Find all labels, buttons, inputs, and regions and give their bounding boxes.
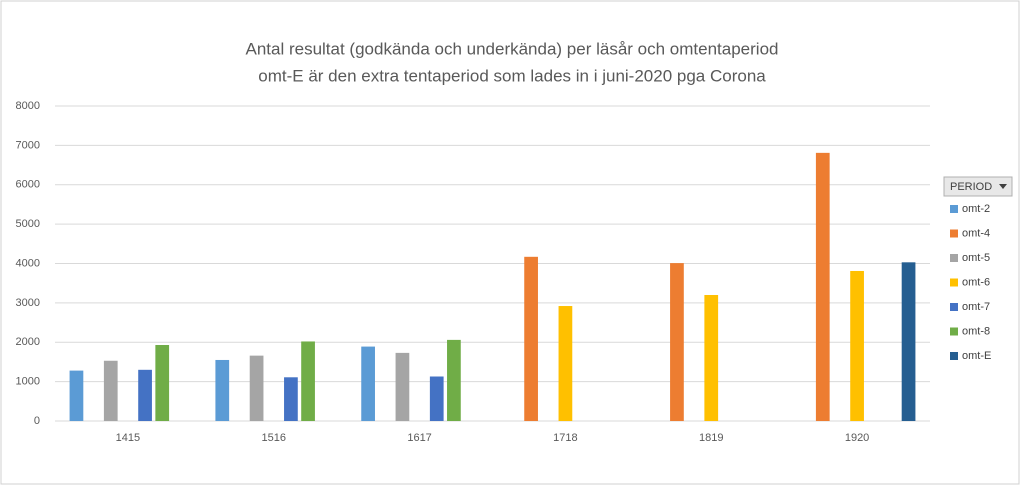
y-tick-label: 7000: [16, 139, 40, 151]
y-tick-label: 0: [34, 415, 40, 427]
bar: [69, 370, 84, 421]
bar: [103, 360, 118, 421]
legend-swatch: [950, 254, 958, 262]
legend-swatch: [950, 352, 958, 360]
bar: [901, 262, 916, 421]
bar: [361, 346, 375, 421]
dropdown-arrow: [999, 184, 1007, 189]
bar: [395, 352, 410, 421]
bar: [284, 377, 298, 421]
legend-label: omt-2: [962, 203, 990, 215]
legend-filter-button[interactable]: [943, 176, 1013, 197]
chart-title: Antal resultat (godkända och underkända)…: [245, 39, 778, 58]
y-tick-label: 1000: [16, 376, 40, 388]
y-tick-label: 8000: [16, 100, 40, 112]
legend-label: omt-5: [962, 252, 990, 264]
legend-title[interactable]: PERIOD: [950, 181, 992, 193]
bar: [524, 256, 538, 421]
legend-label: omt-6: [962, 276, 990, 288]
bar: [670, 263, 684, 421]
chart-subtitle: omt-E är den extra tentaperiod som lades…: [258, 66, 766, 85]
legend-label: omt-4: [962, 227, 990, 239]
y-tick-label: 4000: [16, 257, 40, 269]
x-tick-label: 1516: [262, 432, 286, 444]
legend-swatch: [950, 327, 958, 336]
bar: [850, 270, 864, 421]
legend-label: omt-8: [962, 325, 990, 337]
x-tick-label: 1718: [553, 432, 577, 444]
bar: [249, 355, 264, 421]
legend-swatch: [950, 205, 958, 213]
x-tick-label: 1819: [699, 432, 723, 444]
bar: [429, 376, 444, 421]
bar: [704, 295, 719, 421]
bar: [301, 341, 315, 421]
x-tick-label: 1415: [116, 432, 140, 444]
y-tick-label: 3000: [16, 297, 40, 309]
bar: [558, 306, 573, 421]
y-tick-label: 2000: [16, 336, 40, 348]
legend-swatch: [950, 229, 958, 238]
legend-label: omt-7: [962, 301, 990, 313]
y-tick-label: 5000: [16, 218, 40, 230]
bar: [155, 345, 170, 421]
bar: [215, 359, 230, 421]
x-tick-label: 1617: [407, 432, 431, 444]
legend-label: omt-E: [962, 350, 991, 362]
bar: [447, 339, 461, 421]
bar: [815, 152, 830, 421]
legend-swatch: [950, 303, 958, 311]
y-tick-label: 6000: [16, 179, 40, 191]
bar: [138, 369, 152, 421]
x-tick-label: 1920: [845, 432, 869, 444]
legend-swatch: [950, 278, 958, 287]
